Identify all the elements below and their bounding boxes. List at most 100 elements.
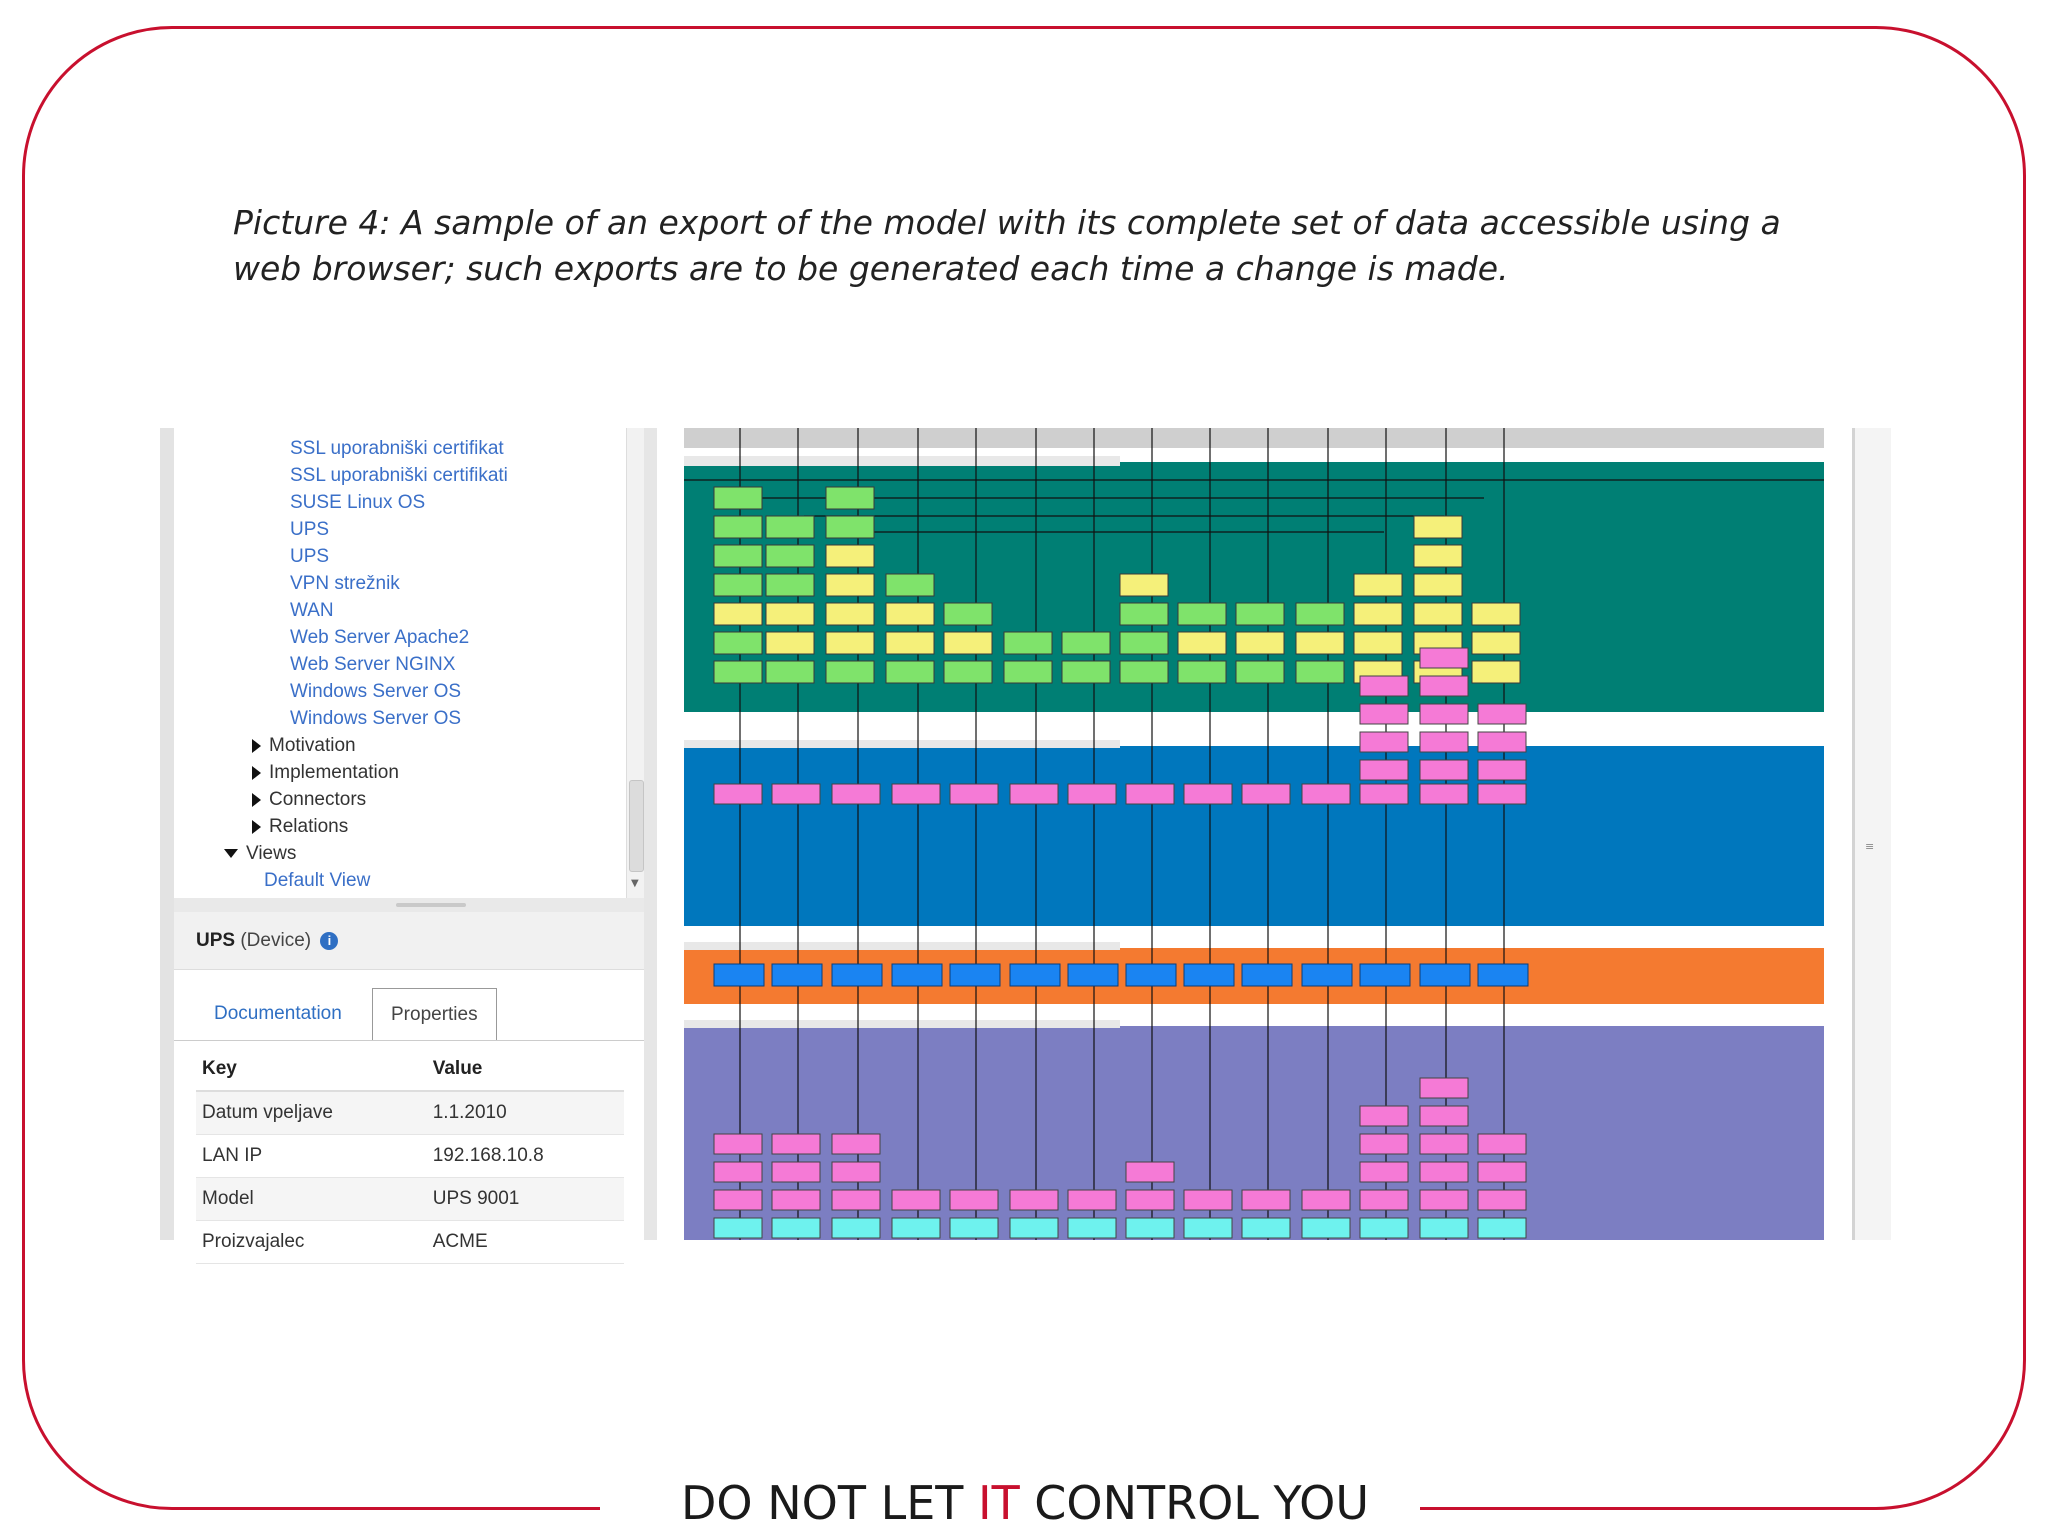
technology-element[interactable] [1353, 631, 1403, 655]
technology-element[interactable] [1119, 602, 1169, 626]
application-element[interactable] [1419, 703, 1469, 725]
technology-element[interactable] [943, 660, 993, 684]
motivation-element[interactable] [771, 1217, 821, 1239]
technology-element[interactable] [1353, 573, 1403, 597]
motivation-element[interactable] [1241, 1189, 1291, 1211]
scroll-down-arrow-icon[interactable]: ▼ [631, 878, 639, 889]
motivation-element[interactable] [1359, 1105, 1409, 1127]
technology-element[interactable] [1061, 660, 1111, 684]
motivation-element[interactable] [831, 1217, 881, 1239]
application-element[interactable] [949, 783, 999, 805]
motivation-element[interactable] [1419, 1217, 1469, 1239]
technology-element[interactable] [825, 573, 875, 597]
technology-element[interactable] [825, 544, 875, 568]
motivation-element[interactable] [1359, 1217, 1409, 1239]
tree-folder[interactable]: Implementation [252, 760, 399, 786]
tree-item-link[interactable]: VPN strežnik [290, 571, 400, 597]
motivation-element[interactable] [771, 1161, 821, 1183]
application-element[interactable] [713, 783, 763, 805]
tree-item-link[interactable]: SSL uporabniški certifikat [290, 436, 504, 462]
tree-item-link[interactable]: UPS [290, 544, 329, 570]
tree-item-link[interactable]: SUSE Linux OS [290, 490, 425, 516]
technology-element[interactable] [765, 631, 815, 655]
application-element[interactable] [1477, 703, 1527, 725]
business-element[interactable] [1419, 963, 1471, 987]
technology-element[interactable] [1177, 602, 1227, 626]
tree-item-link[interactable]: Windows Server OS [290, 679, 461, 705]
technology-element[interactable] [1413, 602, 1463, 626]
tree-folder[interactable]: Views [224, 841, 296, 867]
motivation-element[interactable] [713, 1161, 763, 1183]
technology-element[interactable] [1119, 631, 1169, 655]
technology-element[interactable] [1471, 631, 1521, 655]
technology-element[interactable] [713, 573, 763, 597]
business-element[interactable] [949, 963, 1001, 987]
expand-arrow-icon[interactable] [252, 765, 261, 780]
application-element[interactable] [1359, 675, 1409, 697]
technology-element[interactable] [713, 631, 763, 655]
application-element[interactable] [831, 783, 881, 805]
expand-arrow-icon[interactable] [252, 738, 261, 753]
motivation-element[interactable] [949, 1217, 999, 1239]
technology-element[interactable] [1235, 602, 1285, 626]
business-element[interactable] [1477, 963, 1529, 987]
business-element[interactable] [1009, 963, 1061, 987]
application-element[interactable] [1477, 759, 1527, 781]
application-element[interactable] [1009, 783, 1059, 805]
application-element[interactable] [1419, 731, 1469, 753]
technology-element[interactable] [1295, 660, 1345, 684]
motivation-element[interactable] [1419, 1189, 1469, 1211]
technology-element[interactable] [1003, 631, 1053, 655]
technology-element[interactable] [885, 573, 935, 597]
panel-splitter[interactable] [174, 898, 657, 912]
scrollbar-thumb[interactable] [629, 780, 644, 872]
technology-element[interactable] [1003, 660, 1053, 684]
motivation-element[interactable] [713, 1217, 763, 1239]
motivation-element[interactable] [1419, 1133, 1469, 1155]
tree-item-link[interactable]: Web Server Apache2 [290, 625, 469, 651]
technology-element[interactable] [765, 573, 815, 597]
tree-item-link[interactable]: SSL uporabniški certifikati [290, 463, 508, 489]
tree-item-link[interactable]: Web Server NGINX [290, 652, 455, 678]
motivation-element[interactable] [1067, 1189, 1117, 1211]
motivation-element[interactable] [831, 1133, 881, 1155]
tree-item-link[interactable]: UPS [290, 517, 329, 543]
business-element[interactable] [1359, 963, 1411, 987]
application-element[interactable] [1419, 675, 1469, 697]
motivation-element[interactable] [1009, 1189, 1059, 1211]
technology-element[interactable] [825, 602, 875, 626]
expand-arrow-icon[interactable] [252, 792, 261, 807]
technology-element[interactable] [1471, 602, 1521, 626]
motivation-element[interactable] [1125, 1217, 1175, 1239]
application-element[interactable] [1301, 783, 1351, 805]
technology-element[interactable] [765, 660, 815, 684]
motivation-element[interactable] [1125, 1189, 1175, 1211]
tree-item-link[interactable]: Windows Server OS [290, 706, 461, 732]
tree-item-link[interactable]: Default View [264, 868, 370, 894]
motivation-element[interactable] [1125, 1161, 1175, 1183]
collapse-arrow-icon[interactable] [224, 849, 238, 859]
motivation-element[interactable] [1477, 1189, 1527, 1211]
motivation-element[interactable] [1183, 1189, 1233, 1211]
technology-element[interactable] [1119, 573, 1169, 597]
info-icon[interactable]: i [320, 931, 339, 950]
motivation-element[interactable] [1009, 1217, 1059, 1239]
motivation-element[interactable] [1477, 1133, 1527, 1155]
business-element[interactable] [831, 963, 883, 987]
diagram-scrollbar[interactable]: ≡ [1852, 428, 1891, 1240]
tree-folder[interactable]: Relations [252, 814, 348, 840]
technology-element[interactable] [1177, 660, 1227, 684]
technology-element[interactable] [1413, 544, 1463, 568]
technology-element[interactable] [1235, 631, 1285, 655]
technology-element[interactable] [943, 602, 993, 626]
scrollbar-grip-icon[interactable]: ≡ [1865, 840, 1875, 853]
tree-folder[interactable]: Motivation [252, 733, 356, 759]
technology-element[interactable] [765, 602, 815, 626]
business-element[interactable] [1301, 963, 1353, 987]
technology-element[interactable] [765, 544, 815, 568]
motivation-element[interactable] [1477, 1161, 1527, 1183]
motivation-element[interactable] [1241, 1217, 1291, 1239]
motivation-element[interactable] [891, 1217, 941, 1239]
business-element[interactable] [1125, 963, 1177, 987]
technology-element[interactable] [713, 660, 763, 684]
